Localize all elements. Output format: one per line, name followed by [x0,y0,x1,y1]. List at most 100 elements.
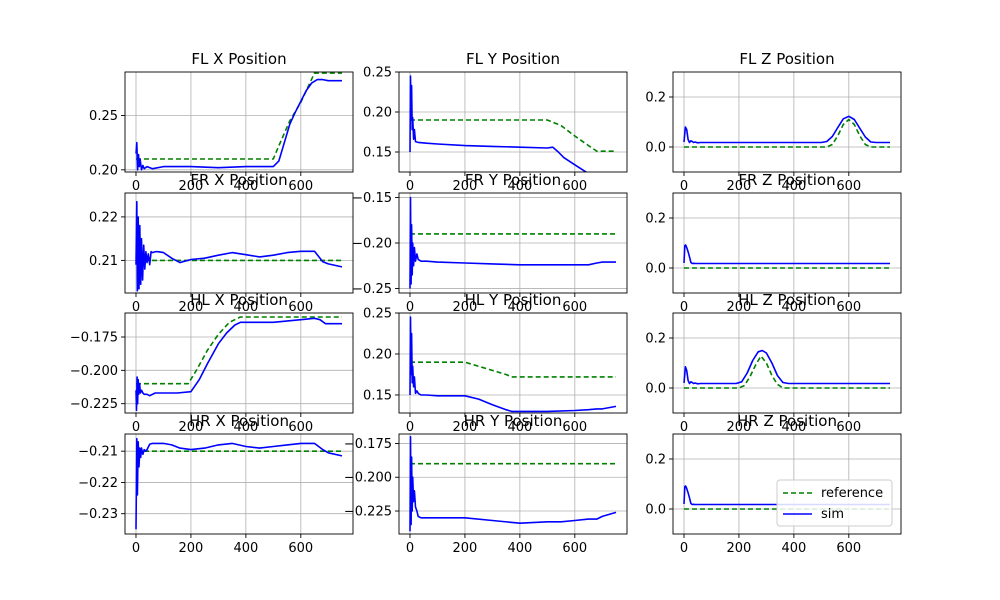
axes-frame [124,71,354,173]
x-tick-label: 600 [288,300,313,315]
x-tick-label: 600 [562,179,587,194]
y-tick-label: 0.21 [89,254,118,269]
x-tick-label: 400 [233,179,258,194]
y-tick-label: 0.0 [645,503,666,518]
x-tick-label: 200 [179,179,204,194]
axes-frame [672,433,902,535]
x-tick-label: 400 [507,300,532,315]
axes-frame [124,192,354,294]
x-tick-label: 0 [132,541,140,556]
x-tick-label: 400 [781,420,806,435]
x-tick-label: 200 [727,179,752,194]
subplot-fl-x-position: 0 200 400 600 0.20 0.25 FL X Position [89,50,354,194]
x-tick-label: 600 [562,541,587,556]
x-tick-label: 600 [836,541,861,556]
x-tick-label: 0 [406,300,414,315]
series-sim-line [683,349,890,385]
axes-frame [398,71,628,173]
subplot-title: HL X Position [190,291,288,309]
series-sim-line [135,317,342,412]
subplot-title: HR Z Position [737,412,837,430]
y-tick-label: 0.15 [363,146,392,161]
subplot-fl-y-position: 0 200 400 600 0.15 0.20 0.25 FL Y Position [363,50,628,194]
subplot-title: FL X Position [191,50,286,68]
series-sim-line [409,75,588,172]
series-sim-line [683,115,890,144]
x-tick-label: 400 [507,541,532,556]
y-tick-label: 0.20 [89,163,118,178]
y-tick-label: −0.200 [344,471,392,486]
subplot-hr-x-position: 0 200 400 600 −0.23 −0.22 −0.21 HR X Position [78,412,354,556]
x-tick-label: 0 [132,300,140,315]
x-tick-label: 600 [562,420,587,435]
series-sim-line [409,196,616,289]
subplot-title: HL Z Position [738,291,836,309]
series-sim-line [409,435,617,532]
subplot-fr-x-position: 0 200 400 600 0.21 0.22 FR X Position [89,171,354,315]
subplot-fl-z-position: 0 200 400 600 0.0 0.2 FL Z Position [645,50,902,194]
y-tick-label: 0.20 [363,347,392,362]
x-tick-label: 0 [680,541,688,556]
x-tick-label: 0 [406,420,414,435]
y-tick-label: −0.225 [344,505,392,520]
x-tick-label: 600 [836,420,861,435]
subplot-title: FR Y Position [465,171,561,189]
y-tick-label: 0.2 [645,332,666,347]
legend-reference-label: reference [821,486,883,501]
x-tick-label: 0 [132,420,140,435]
x-tick-label: 600 [562,300,587,315]
axes-frame [124,312,354,414]
axes-frame [398,312,628,414]
y-tick-label: −0.175 [344,437,392,452]
x-tick-label: 600 [836,179,861,194]
x-tick-label: 600 [288,541,313,556]
y-tick-label: 0.20 [363,106,392,121]
x-tick-label: 200 [727,300,752,315]
y-tick-label: 0.0 [645,382,666,397]
subplot-hl-y-position: 0 200 400 600 0.15 0.20 0.25 HL Y Position [363,291,628,435]
x-tick-label: 200 [453,300,478,315]
axes-frame [672,192,902,294]
x-tick-label: 400 [233,541,258,556]
series-sim-line [135,437,343,530]
series-reference-line [136,316,342,385]
x-tick-label: 400 [233,300,258,315]
x-tick-label: 400 [507,179,532,194]
y-tick-label: 0.22 [89,210,118,225]
series-reference-line [684,355,890,389]
y-tick-label: 0.2 [645,453,666,468]
x-tick-label: 200 [179,420,204,435]
y-tick-label: 0.2 [645,91,666,106]
subplot-title: HR X Position [189,412,289,430]
y-tick-label: −0.200 [70,364,118,379]
x-tick-label: 0 [406,541,414,556]
axes-frame [398,433,628,535]
subplot-title: FR X Position [190,171,287,189]
x-tick-label: 600 [288,179,313,194]
subplot-title: FL Z Position [739,50,834,68]
y-tick-label: 0.25 [363,66,392,81]
subplot-hl-z-position: 0 200 400 600 0.0 0.2 HL Z Position [645,291,902,435]
x-tick-label: 200 [727,420,752,435]
series-sim-line [683,244,890,265]
x-tick-label: 400 [781,541,806,556]
series-sim-line [409,316,617,413]
x-tick-label: 200 [453,541,478,556]
x-tick-label: 0 [680,179,688,194]
x-tick-label: 400 [781,300,806,315]
subplot-title: HR Y Position [464,412,563,430]
series-reference-line [410,361,616,378]
x-tick-label: 0 [406,179,414,194]
x-tick-label: 600 [288,420,313,435]
x-tick-label: 200 [453,420,478,435]
subplot-hr-z-position: 0 200 400 600 0.0 0.2 HR Z Position [645,412,902,556]
y-tick-label: −0.25 [352,282,392,297]
y-tick-label: −0.225 [70,397,118,412]
y-tick-label: −0.23 [78,507,118,522]
x-tick-label: 400 [781,179,806,194]
x-tick-label: 200 [727,541,752,556]
series-sim-line [135,200,343,292]
x-tick-label: 0 [132,179,140,194]
